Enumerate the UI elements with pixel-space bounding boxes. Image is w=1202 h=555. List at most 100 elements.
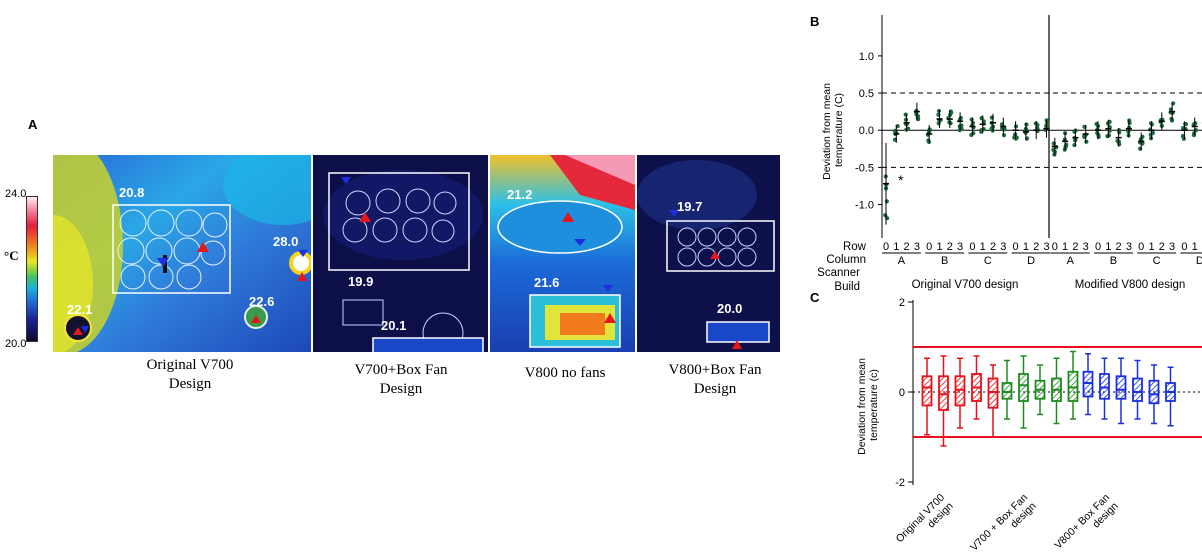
scatter-chart-b: Deviation from mean temperature (C) 1.0 0… [817,15,1202,293]
box [1082,370,1094,398]
scale-min-label: 20.0 [5,338,27,350]
thermal-image-v700-box-fan: 19.9 20.1 [313,155,488,352]
data-point [1183,121,1188,127]
panel-letter-b: B [810,14,820,29]
y-tick-label: -0.5 [855,162,874,174]
panel-letter-a: A [28,117,38,132]
row-label: 2 [990,241,996,253]
row-label: 2 [904,241,910,253]
data-point [970,120,976,125]
row-label: 1 [1023,241,1029,253]
row-label: 1 [980,241,986,253]
build-header-line1: Scanner [817,267,860,279]
caption-line: V700+Box Fan [354,362,448,378]
row-label: 2 [1072,241,1078,253]
category-label: V700 + Box Fandesign [968,492,1039,555]
box [1148,379,1160,405]
data-point [1106,133,1112,138]
row-label: 3 [957,241,963,253]
y-axis-label: Deviation from mean temperature (c) [856,355,880,455]
row-label: 0 [969,241,975,253]
caption-line: Design [693,381,737,397]
temp-label: 20.1 [381,318,406,333]
data-point [936,121,941,126]
row-label: 1 [1148,241,1154,253]
row-label: 0 [926,241,932,253]
temp-label: 20.0 [717,301,742,316]
data-point [1192,131,1197,136]
data-point [1193,121,1198,126]
data-point [1024,122,1029,127]
caption-line: V800+Box Fan [668,362,762,378]
data-point [1117,130,1122,135]
temp-label: 19.9 [348,274,373,289]
caption-v700-box-fan: V700+Box Fan Design [326,361,476,399]
temp-label: 19.7 [677,199,702,214]
y-axis-label-line2: temperature (C) [833,93,845,167]
row-label: 3 [1126,241,1132,253]
row-label: 1 [936,241,942,253]
data-point [1045,119,1050,125]
thermal-image-original-v700: 20.8 28.0 22.1 22.6 [53,155,311,352]
y-tick-label: 0.5 [859,88,874,100]
box [1067,370,1079,402]
thermal-image-v800-box-fan: 19.7 20.0 [637,155,780,352]
panel-letter-c: C [810,290,820,305]
row-label: 1 [1192,241,1198,253]
temp-label: 20.8 [119,185,144,200]
box-chart-c: Deviation from mean temperature (c) 2 0 -2… [856,297,1202,555]
row-label: 3 [1000,241,1006,253]
row-label: 3 [1083,241,1089,253]
group-label-modified: Modified V800 design [1075,279,1186,291]
build-header-line2: Build [834,281,860,293]
row-label: 0 [883,241,889,253]
data-point [884,199,889,204]
row-header: Row [843,241,867,253]
caption-v800-box-fan: V800+Box Fan Design [640,361,790,399]
row-label: 3 [914,241,920,253]
box [938,375,949,411]
row-label: 3 [1169,241,1175,253]
temp-label: 22.1 [67,302,92,317]
row-label: 2 [1159,241,1165,253]
column-label: B [1110,255,1117,267]
caption-line: Original V700 [146,357,234,373]
box [987,377,999,409]
column-label: B [941,255,948,267]
data-point [1084,139,1089,144]
temp-label: 21.6 [534,275,559,290]
y-tick-label: -2 [895,477,905,489]
y-tick-label: -1.0 [855,200,874,212]
box [954,375,966,407]
y-tick-label: 0.0 [859,125,874,137]
y-tick-label: 1.0 [859,51,874,63]
significance-asterisk: * [898,172,904,188]
data-point [936,108,942,114]
box [1018,373,1029,402]
scale-gradient [26,196,38,342]
data-point [1001,133,1007,138]
temp-label: 28.0 [273,234,298,249]
column-label: D [1027,255,1035,267]
row-label: 3 [1043,241,1049,253]
box [1001,382,1013,400]
temp-label: 21.2 [507,187,532,202]
color-scale: 24.0 20.0 °C [0,188,55,358]
row-label: 2 [1116,241,1122,253]
y-axis-label-line1: Deviation from mean [856,358,868,455]
row-label: 1 [1105,241,1111,253]
thermal-image-v800-no-fans: 21.2 21.6 [490,155,635,352]
y-tick-label: 0 [899,387,905,399]
row-label: 1 [1062,241,1068,253]
data-point [1117,142,1122,147]
caption-original-v700: Original V700 Design [120,356,260,394]
column-label: A [898,255,906,267]
row-label: 0 [1052,241,1058,253]
category-label: Original V700design [894,492,956,554]
data-point [903,117,909,122]
row-label: 0 [1095,241,1101,253]
row-label: 0 [1138,241,1144,253]
column-header: Column [826,254,866,266]
box [1115,375,1127,400]
caption-v800-no-fans: V800 no fans [495,364,635,383]
